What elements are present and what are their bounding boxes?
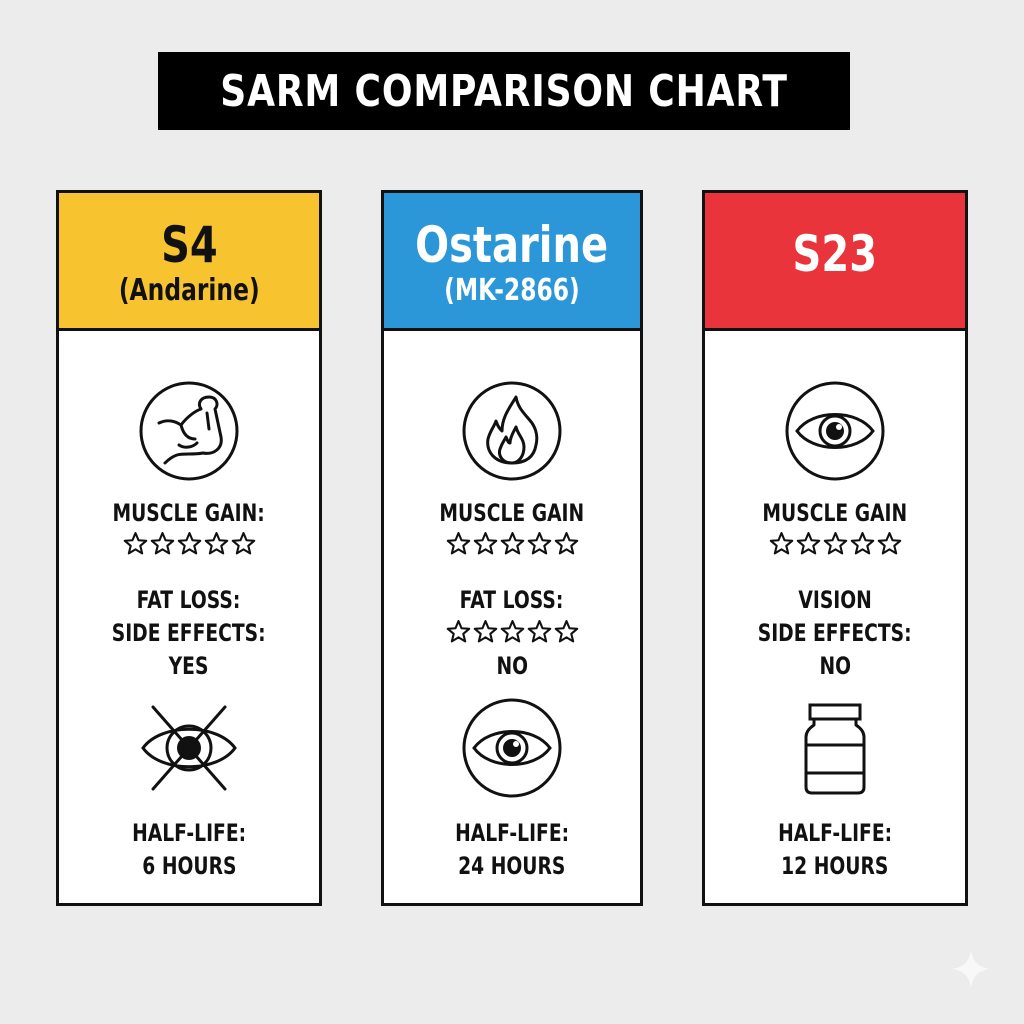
star-icon — [177, 531, 202, 556]
muscle-gain-label: MUSCLE GAIN — [439, 499, 585, 527]
card-subname: (Andarine) — [118, 272, 260, 308]
card-ostarine: Ostarine (MK-2866) MUSCLE GAIN FAT LOSS:… — [381, 190, 643, 906]
star-icon — [554, 619, 579, 644]
star-icon — [231, 531, 256, 556]
half-life-value: 12 HOURS — [781, 852, 889, 880]
card-s23: S23 MUSCLE GAIN VISION SIDE EFFECTS: NO … — [702, 190, 968, 906]
card-name: S23 — [792, 224, 878, 283]
star-icon — [823, 531, 848, 556]
half-life-label: HALF-LIFE: — [777, 819, 893, 847]
flame-icon — [462, 381, 562, 481]
card-name: S4 — [160, 215, 218, 274]
card-name: Ostarine — [415, 215, 609, 274]
eye-icon — [785, 381, 885, 481]
side-effects-label: SIDE EFFECTS: — [112, 619, 266, 647]
muscle-gain-rating — [384, 531, 640, 556]
side-effects-label: SIDE EFFECTS: — [758, 619, 912, 647]
star-icon — [473, 619, 498, 644]
star-icon — [850, 531, 875, 556]
star-icon — [796, 531, 821, 556]
chart-title-text: SARM COMPARISON CHART — [220, 65, 788, 117]
card-body-s23: MUSCLE GAIN VISION SIDE EFFECTS: NO HALF… — [705, 331, 965, 906]
muscle-gain-rating — [705, 531, 965, 556]
eye-icon — [462, 698, 562, 798]
sparkle-icon — [952, 950, 990, 988]
side-effects-value: NO — [496, 652, 528, 680]
card-header-s23: S23 — [705, 193, 965, 331]
side-effects-value: NO — [819, 652, 851, 680]
card-header-ostarine: Ostarine (MK-2866) — [384, 193, 640, 331]
fat-loss-rating — [384, 619, 640, 644]
star-icon — [473, 531, 498, 556]
card-subname: (MK-2866) — [444, 272, 580, 308]
chart-title: SARM COMPARISON CHART — [158, 52, 850, 130]
star-icon — [204, 531, 229, 556]
half-life-label: HALF-LIFE: — [131, 819, 247, 847]
star-icon — [554, 531, 579, 556]
fat-loss-label: FAT LOSS: — [137, 586, 241, 614]
half-life-label: HALF-LIFE: — [454, 819, 570, 847]
muscle-gain-rating — [59, 531, 319, 556]
vision-label: VISION — [798, 586, 872, 614]
crossed-out-eye-icon — [141, 705, 237, 791]
card-body-s4: MUSCLE GAIN: FAT LOSS: SIDE EFFECTS: YES… — [59, 331, 319, 906]
card-body-ostarine: MUSCLE GAIN FAT LOSS: NO HALF-LIFE: 24 H… — [384, 331, 640, 906]
half-life-value: 24 HOURS — [458, 852, 566, 880]
card-header-s4: S4 (Andarine) — [59, 193, 319, 331]
star-icon — [500, 619, 525, 644]
star-icon — [877, 531, 902, 556]
supplement-bottle-icon — [804, 703, 866, 795]
star-icon — [123, 531, 148, 556]
star-icon — [500, 531, 525, 556]
star-icon — [527, 531, 552, 556]
flexed-bicep-icon — [139, 381, 239, 481]
star-icon — [150, 531, 175, 556]
muscle-gain-label: MUSCLE GAIN: — [112, 499, 266, 527]
star-icon — [446, 619, 471, 644]
star-icon — [769, 531, 794, 556]
muscle-gain-label: MUSCLE GAIN — [762, 499, 908, 527]
side-effects-value: YES — [169, 652, 209, 680]
card-s4: S4 (Andarine) MUSCLE GAIN: FAT LOSS: SID… — [56, 190, 322, 906]
fat-loss-label: FAT LOSS: — [460, 586, 564, 614]
star-icon — [527, 619, 552, 644]
half-life-value: 6 HOURS — [141, 852, 237, 880]
star-icon — [446, 531, 471, 556]
